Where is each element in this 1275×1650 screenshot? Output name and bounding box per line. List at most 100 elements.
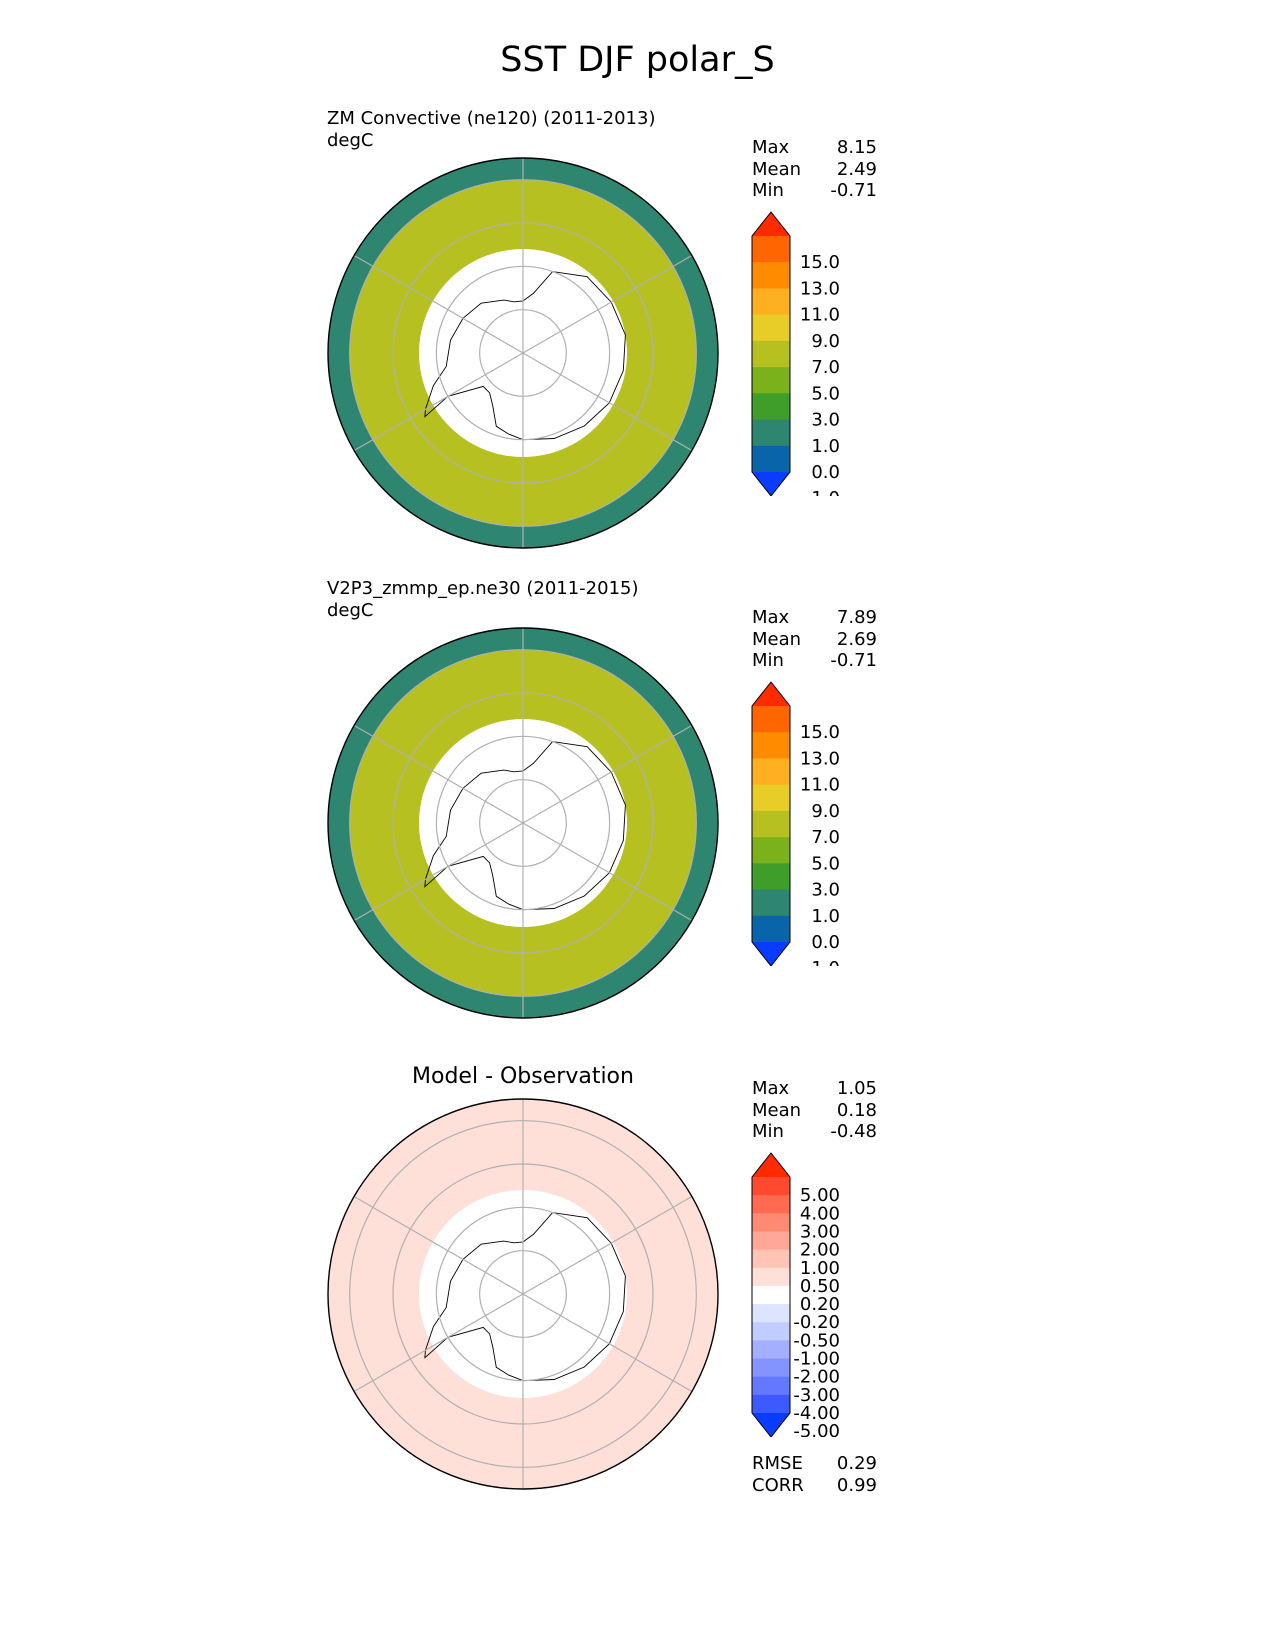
colorbar-tick-label: -1.0 — [805, 958, 840, 966]
longitude-gridline — [353, 352, 524, 452]
colorbar-segment — [752, 889, 790, 917]
colorbar-extend-top — [752, 682, 790, 706]
colorbar-tick-label: 11.0 — [800, 775, 840, 796]
colorbar-segment — [752, 732, 790, 759]
stat-max-label: Max — [752, 1078, 790, 1099]
colorbar-tick-label: 15.0 — [800, 252, 840, 273]
figure-title: SST DJF polar_S — [500, 40, 775, 80]
colorbar-tick-label: -0.20 — [793, 1312, 840, 1333]
stat-mean-value: 0.18 — [836, 1099, 877, 1121]
colorbar-tick-label: 0.0 — [811, 932, 840, 953]
colorbar-outline — [751, 681, 791, 966]
colorbar-tick-label: -1.00 — [793, 1349, 840, 1370]
longitude-gridline — [353, 1293, 524, 1393]
colorbar-segment — [752, 1304, 790, 1323]
colorbar-segment — [752, 706, 790, 733]
panel-3-stats: Max 1.05 Mean 0.18 Min -0.48 — [752, 1078, 877, 1143]
colorbar-tick-label: 5.00 — [800, 1185, 840, 1206]
stat-min-value: -0.71 — [830, 180, 877, 201]
panel-2-map — [327, 627, 719, 1019]
colorbar-tick-label: -0.50 — [793, 1330, 840, 1351]
colorbar-segment — [752, 863, 790, 891]
panel-3-metrics: RMSE 0.29 CORR 0.99 — [752, 1453, 877, 1496]
longitude-gridline — [522, 352, 693, 452]
panel-1-title: ZM Convective (ne120) (2011-2013) — [327, 108, 656, 129]
colorbar-tick-label: 7.0 — [811, 357, 840, 378]
coastline — [424, 741, 626, 911]
colorbar-segment — [752, 314, 790, 342]
colorbar-segment — [752, 810, 790, 838]
longitude-gridline — [353, 822, 524, 922]
colorbar-segment — [752, 1376, 790, 1396]
stat-min-label: Min — [752, 180, 784, 201]
colorbar-tick-label: 0.50 — [800, 1276, 840, 1297]
colorbar-extend-top — [752, 212, 790, 236]
colorbar-tick-label: 0.20 — [800, 1294, 840, 1315]
colorbar-segment — [752, 1195, 790, 1214]
colorbar-outline — [751, 1152, 791, 1437]
stat-max-value: 1.05 — [836, 1078, 877, 1099]
longitude-gridline — [522, 1195, 693, 1295]
longitude-gridline — [522, 724, 693, 824]
longitude-gridline — [522, 822, 693, 922]
colorbar-extend-bottom — [752, 942, 790, 966]
colorbar-segment — [752, 288, 790, 316]
stat-max-value: 8.15 — [836, 137, 877, 158]
longitude-gridline — [522, 1293, 693, 1393]
colorbar-segment — [752, 340, 790, 368]
stat-mean-label: Mean — [752, 628, 802, 650]
longitude-gridline — [522, 254, 693, 354]
colorbar-tick-label: 1.0 — [811, 436, 840, 457]
colorbar-segment — [752, 1358, 790, 1378]
colorbar-tick-label: 15.0 — [800, 722, 840, 743]
longitude-gridline — [353, 254, 524, 354]
colorbar-segment — [752, 1285, 790, 1305]
metric-rmse-value: 0.29 — [836, 1453, 877, 1474]
colorbar-segment — [752, 236, 790, 263]
colorbar-tick-label: 9.0 — [811, 331, 840, 352]
panel-1-colorbar: 15.0 13.0 11.0 9.0 7.0 5.0 3.0 1.0 0.0 -1.0 — [751, 211, 840, 496]
stat-mean-label: Mean — [752, 1099, 802, 1121]
colorbar-segment — [752, 784, 790, 812]
panel-3-title: Model - Observation — [412, 1064, 634, 1089]
stat-min-label: Min — [752, 1121, 784, 1142]
longitude-gridline — [353, 724, 524, 824]
colorbar-tick-label: -4.00 — [793, 1403, 840, 1424]
panel-1-stats: Max 8.15 Mean 2.49 Min -0.71 — [752, 137, 877, 202]
colorbar-tick-label: 3.00 — [800, 1221, 840, 1242]
colorbar-segment — [752, 1231, 790, 1251]
colorbar-segment — [752, 1394, 790, 1414]
colorbar-tick-label: 5.0 — [811, 853, 840, 874]
colorbar-segment — [752, 419, 790, 447]
colorbar-segment — [752, 262, 790, 289]
stat-max-value: 7.89 — [836, 607, 877, 628]
colorbar-tick-label: -5.00 — [793, 1421, 840, 1437]
colorbar-tick-label: 2.00 — [800, 1240, 840, 1261]
panel-1-units: degC — [327, 130, 374, 151]
metric-corr-value: 0.99 — [836, 1474, 877, 1496]
panel-3-colorbar: 5.004.003.002.001.000.500.20-0.20-0.50-1… — [751, 1152, 840, 1437]
stat-max-label: Max — [752, 607, 790, 628]
colorbar-tick-label: 3.0 — [811, 880, 840, 901]
stat-mean-label: Mean — [752, 158, 802, 180]
colorbar-tick-label: 1.0 — [811, 906, 840, 927]
stat-mean-value: 2.69 — [836, 628, 877, 650]
colorbar-tick-label: -3.00 — [793, 1385, 840, 1406]
colorbar-segment — [752, 915, 790, 943]
panel-2-colorbar: 15.0 13.0 11.0 9.0 7.0 5.0 3.0 1.0 0.0 -1.0 — [751, 681, 840, 966]
panel-3-map — [327, 1098, 719, 1490]
colorbar-tick-label: 13.0 — [800, 748, 840, 769]
colorbar-tick-label: 9.0 — [811, 801, 840, 822]
longitude-gridline — [353, 1195, 524, 1295]
colorbar-extend-bottom — [752, 1413, 790, 1437]
panel-2-stats: Max 7.89 Mean 2.69 Min -0.71 — [752, 607, 877, 672]
stat-min-value: -0.48 — [830, 1121, 877, 1142]
map-boundary — [327, 627, 719, 1019]
colorbar-tick-label: -2.00 — [793, 1367, 840, 1388]
coastline — [424, 1212, 626, 1382]
panel-2-title: V2P3_zmmp_ep.ne30 (2011-2015) — [327, 578, 639, 599]
stat-min-value: -0.71 — [830, 650, 877, 671]
colorbar-segment — [752, 1267, 790, 1287]
coastline — [424, 271, 626, 441]
map-boundary — [327, 1098, 719, 1490]
